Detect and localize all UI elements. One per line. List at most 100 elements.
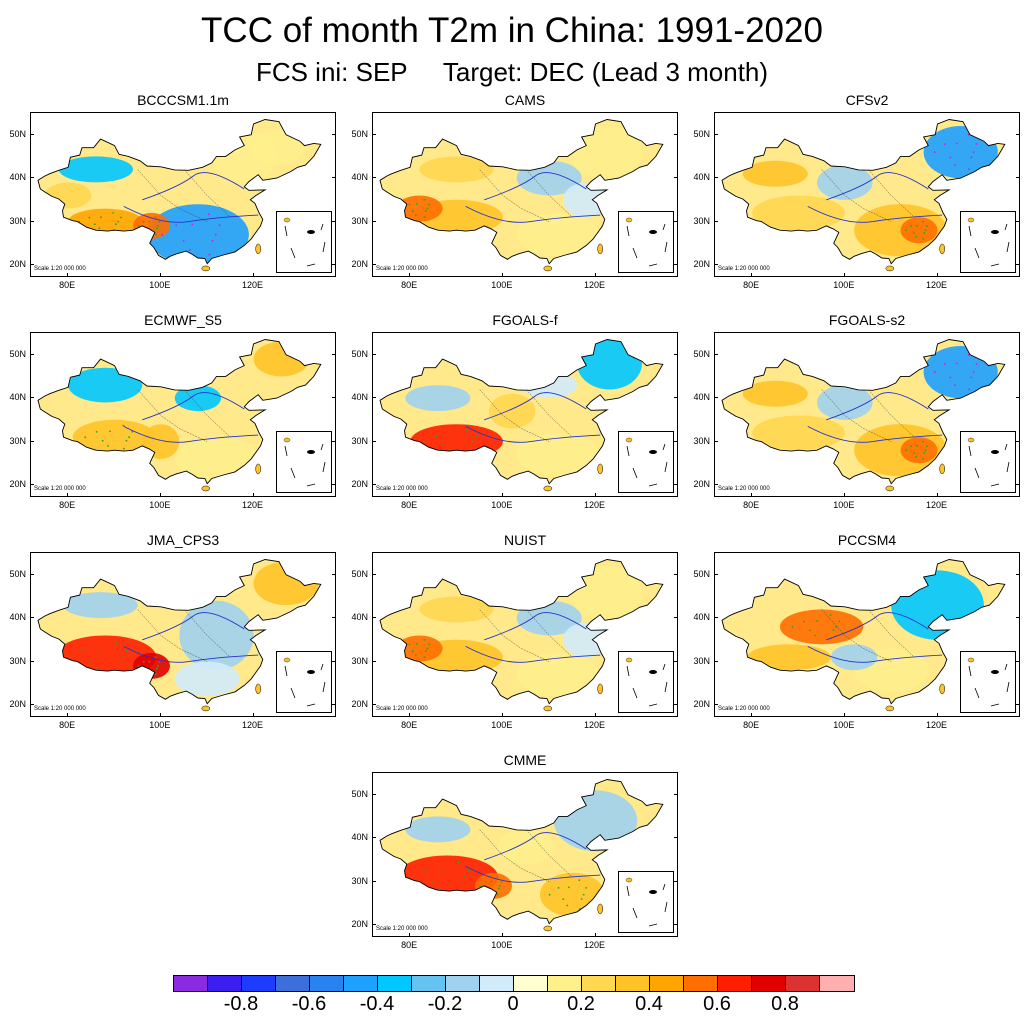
- latitude-label: 20N: [351, 478, 368, 489]
- island: [991, 230, 999, 234]
- hainan: [283, 437, 291, 443]
- longitude-label: 80E: [401, 940, 418, 950]
- significance-dot: [428, 203, 431, 206]
- latitude-label: 20N: [351, 258, 368, 269]
- axis-tick: [936, 273, 938, 277]
- significance-dot: [425, 650, 427, 653]
- axis-tick: [674, 263, 678, 265]
- correlation-region: [742, 160, 808, 187]
- china-map: [721, 559, 1006, 712]
- significance-dot: [922, 238, 925, 240]
- correlation-region: [488, 393, 536, 429]
- axis-tick: [332, 353, 336, 355]
- taiwan: [597, 243, 603, 255]
- axis-tick: [372, 837, 376, 839]
- longitude-label: 100E: [491, 500, 513, 510]
- colorbar-box: [174, 976, 208, 991]
- axis-tick: [714, 660, 718, 662]
- correlation-region: [563, 622, 610, 658]
- axis-tick: [372, 660, 376, 662]
- axis-tick: [409, 273, 411, 277]
- latitude-label: 40N: [9, 392, 26, 403]
- axis-tick: [714, 703, 718, 705]
- nine-dash-line: [284, 223, 326, 267]
- significance-dot: [464, 876, 466, 879]
- colorbar-box: [344, 976, 378, 991]
- map-frame: Scale 1:20 000 000: [30, 112, 336, 277]
- yellow-river: [142, 612, 245, 641]
- yellow-river: [142, 172, 245, 201]
- axis-tick: [67, 493, 69, 497]
- taiwan: [597, 683, 603, 695]
- significance-dot: [214, 233, 217, 236]
- latitude-label: 20N: [351, 918, 368, 929]
- nine-dash-line: [626, 443, 668, 487]
- significance-dot: [148, 220, 151, 223]
- map-frame: Scale 1:20 000 000: [714, 332, 1020, 497]
- significance-dot: [68, 656, 71, 659]
- latitude-label: 40N: [693, 172, 710, 183]
- significance-dot: [585, 887, 587, 889]
- correlation-region: [68, 367, 143, 403]
- significance-dot: [98, 227, 101, 229]
- significance-dot: [809, 629, 811, 632]
- map-panel: CAMS Scale 1:20 000 000 50N 40N 30N 20N 80E 1…: [342, 92, 678, 292]
- axis-tick: [372, 617, 376, 619]
- longitude-label: 120E: [584, 720, 606, 730]
- axis-tick: [409, 493, 411, 497]
- axis-tick: [159, 493, 161, 497]
- latitude-label: 40N: [693, 392, 710, 403]
- axis-tick: [674, 703, 678, 705]
- longitude-label: 80E: [401, 280, 418, 290]
- map-frame: Scale 1:20 000 000: [372, 112, 678, 277]
- colorbar-box: [820, 976, 854, 991]
- colorbar-box: [480, 976, 514, 991]
- inset-map: [967, 657, 1010, 707]
- axis-tick: [674, 133, 678, 135]
- correlation-region: [253, 561, 319, 606]
- province-line: [479, 169, 573, 222]
- significance-dot: [182, 240, 185, 242]
- china-border: [379, 559, 664, 705]
- province-line: [479, 389, 573, 442]
- map-scale: Scale 1:20 000 000: [376, 266, 428, 272]
- map-panel: PCCSM4 Scale 1:20 000 000 50N 40N 30N 20N 80…: [684, 532, 1020, 732]
- map-panel: BCCCSM1.1m Scale 1:20 000 000 50N 40N 30N 2…: [0, 92, 336, 292]
- significance-dot: [125, 649, 128, 652]
- province-line: [821, 609, 915, 662]
- province-line: [479, 609, 573, 662]
- axis-tick: [372, 177, 376, 179]
- south-china-sea-inset: [618, 651, 674, 713]
- significance-dot: [910, 445, 912, 448]
- south-china-sea-inset: [276, 211, 332, 273]
- correlation-region: [248, 130, 305, 166]
- significance-dot: [208, 253, 211, 256]
- significance-dot: [158, 661, 161, 663]
- axis-tick: [372, 880, 376, 882]
- correlation-region: [752, 415, 845, 451]
- yellow-river: [484, 612, 587, 641]
- panel-title: JMA_CPS3: [146, 532, 220, 548]
- yellow-river: [826, 612, 929, 641]
- correlation-region: [174, 437, 259, 481]
- map-scale: Scale 1:20 000 000: [376, 706, 428, 712]
- axis-tick: [332, 397, 336, 399]
- longitude-label: 120E: [926, 500, 948, 510]
- significance-dot: [148, 660, 151, 663]
- map-panel: ECMWF_S5 Scale 1:20 000 000 50N 40N 30N 20N…: [0, 312, 336, 512]
- map-scale: Scale 1:20 000 000: [718, 706, 770, 712]
- latitude-label: 50N: [693, 348, 710, 359]
- axis-tick: [332, 440, 336, 442]
- map-panel: CMME Scale 1:20 000 000 50N 40N 30N 20N 80E 1…: [342, 752, 678, 952]
- map-panel: FGOALS-f Scale 1:20 000 000 50N 40N 30N 20N…: [342, 312, 678, 512]
- significance-dot: [944, 143, 946, 145]
- correlation-region: [516, 432, 601, 477]
- taiwan: [255, 463, 261, 475]
- map-frame: Scale 1:20 000 000: [372, 552, 678, 717]
- axis-tick: [1016, 397, 1020, 399]
- colorbar-box: [276, 976, 310, 991]
- significance-dot: [109, 430, 111, 433]
- longitude-label: 100E: [833, 720, 855, 730]
- longitude-label: 80E: [743, 500, 760, 510]
- significance-dot: [191, 223, 194, 226]
